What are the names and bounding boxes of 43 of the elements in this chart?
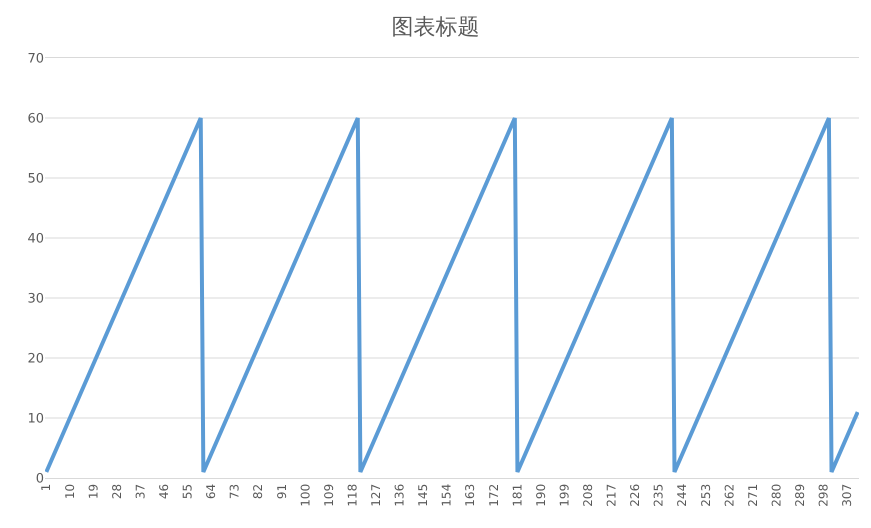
x-tick-label: 298 [816, 484, 831, 507]
x-tick-label: 19 [86, 484, 100, 500]
x-tick-label: 46 [156, 484, 171, 500]
y-tick-label: 10 [27, 412, 44, 427]
x-tick-label: 82 [251, 484, 266, 500]
x-tick-label: 163 [463, 484, 478, 507]
x-tick-label: 154 [440, 484, 454, 507]
y-tick-label: 50 [27, 172, 44, 187]
x-tick-label: 190 [534, 484, 548, 507]
x-tick-label: 226 [628, 484, 642, 507]
x-tick-label: 10 [62, 484, 77, 500]
x-tick-label: 37 [133, 484, 148, 500]
y-tick-label: 30 [27, 292, 44, 307]
x-tick-label: 289 [793, 484, 808, 507]
x-tick-label: 208 [581, 484, 595, 507]
x-tick-label: 235 [652, 484, 666, 507]
x-tick-label: 145 [416, 484, 430, 507]
x-tick-label: 280 [769, 484, 784, 507]
x-tick-label: 136 [392, 484, 407, 507]
x-tick-label: 271 [746, 484, 760, 507]
x-tick-label: 118 [345, 484, 360, 507]
x-tick-label: 244 [675, 484, 690, 507]
y-tick-label: 20 [27, 352, 44, 367]
x-tick-label: 91 [274, 484, 289, 500]
line-series [45, 116, 859, 474]
x-tick-label: 217 [604, 484, 619, 507]
chart-title: 图表标题 [392, 14, 480, 40]
x-tick-label: 55 [180, 484, 195, 500]
x-tick-label: 100 [298, 484, 312, 507]
x-tick-label: 64 [204, 484, 218, 500]
x-tick-label: 127 [369, 484, 383, 507]
x-tick-label: 172 [486, 484, 501, 507]
x-tick-label: 253 [698, 484, 713, 507]
x-tick-label: 109 [322, 484, 336, 507]
x-tick-label: 262 [722, 484, 736, 507]
x-tick-label: 28 [110, 484, 124, 500]
y-tick-label: 40 [27, 232, 44, 247]
x-tick-label: 73 [228, 484, 242, 500]
x-tick-label: 307 [840, 484, 854, 507]
x-tick-label: 199 [557, 484, 572, 507]
y-tick-label: 70 [27, 52, 44, 67]
y-tick-label: 60 [27, 112, 44, 127]
x-tick-label: 181 [510, 484, 524, 507]
